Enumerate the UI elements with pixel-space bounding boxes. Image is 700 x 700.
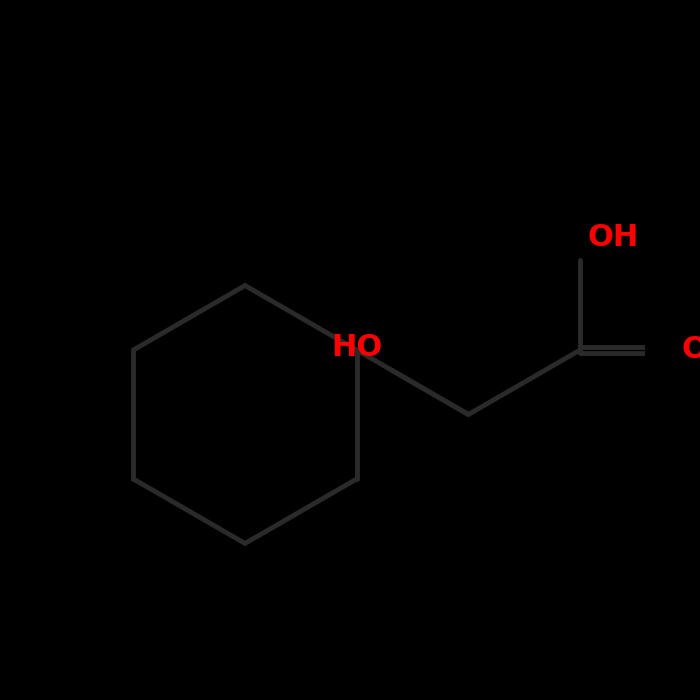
Text: HO: HO <box>331 332 382 362</box>
Text: O: O <box>682 335 700 365</box>
Text: OH: OH <box>588 223 639 252</box>
